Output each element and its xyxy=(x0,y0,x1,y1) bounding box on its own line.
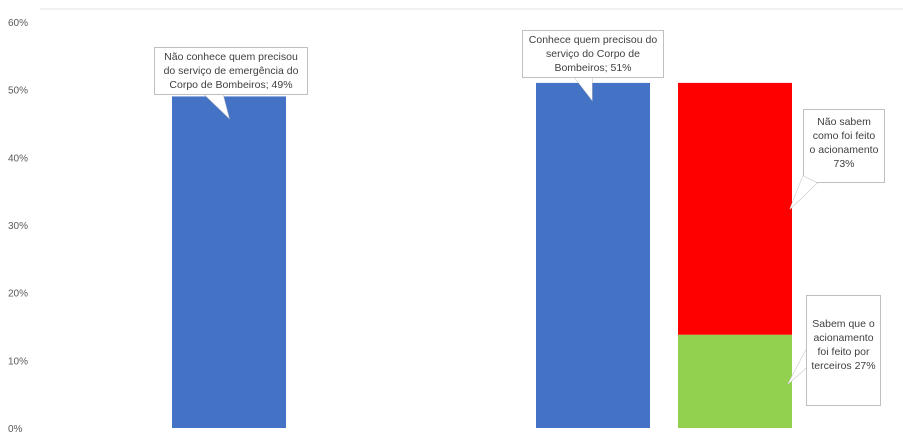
callout-line: Não conhece quem precisou xyxy=(164,51,298,63)
callout-line: Corpo de Bombeiros; 49% xyxy=(169,79,293,91)
callout-nao-sabem: Não sabem como foi feito o acionamento 7… xyxy=(803,109,885,183)
y-tick-label: 30% xyxy=(8,221,28,232)
callout-line: Sabem que o xyxy=(812,318,875,330)
callout-line: Conhece quem precisou do xyxy=(528,34,658,46)
y-tick-label: 50% xyxy=(8,86,28,97)
callout-pointer-fill xyxy=(788,350,806,384)
y-axis: 0% 10% 20% 30% 40% 50% 60% xyxy=(8,18,28,435)
y-tick-label: 0% xyxy=(8,424,23,435)
callout-line: o acionamento xyxy=(809,144,879,156)
y-tick-label: 40% xyxy=(8,153,28,164)
callout-line: do serviço de emergência do xyxy=(163,65,299,77)
callout-pointer-fill xyxy=(790,176,817,209)
callout-line: terceiros 27% xyxy=(811,360,876,372)
callout-line: como foi feito xyxy=(812,130,876,142)
bars xyxy=(172,82,792,429)
callout-line: Bombeiros; 51% xyxy=(554,62,632,74)
callout-nao-conhece: Não conhece quem precisou do serviço de … xyxy=(154,47,308,95)
y-tick-label: 60% xyxy=(8,18,28,29)
callout-box xyxy=(806,295,881,406)
bar-sabem xyxy=(678,334,792,428)
bar-conhece xyxy=(536,82,650,429)
callout-pointer-fill xyxy=(205,95,229,118)
bar-nao-sabem xyxy=(678,82,792,335)
callout-box xyxy=(154,47,308,95)
y-tick-label: 10% xyxy=(8,356,28,367)
callout-pointers xyxy=(154,30,885,406)
callout-line: 73% xyxy=(833,158,855,170)
callout-pointer-fill xyxy=(575,78,592,100)
callout-line: serviço do Corpo de xyxy=(546,48,640,60)
callout-line: Não sabem xyxy=(817,116,871,128)
y-tick-label: 20% xyxy=(8,289,28,300)
callout-line: foi feito por xyxy=(817,346,870,358)
callout-box xyxy=(522,30,664,78)
callout-sabem: Sabem que o acionamento foi feito por te… xyxy=(806,295,881,406)
callout-box xyxy=(803,109,885,183)
callout-line: acionamento xyxy=(813,332,874,344)
callout-conhece: Conhece quem precisou do serviço do Corp… xyxy=(522,30,664,78)
bar-nao-conhece xyxy=(172,96,286,428)
